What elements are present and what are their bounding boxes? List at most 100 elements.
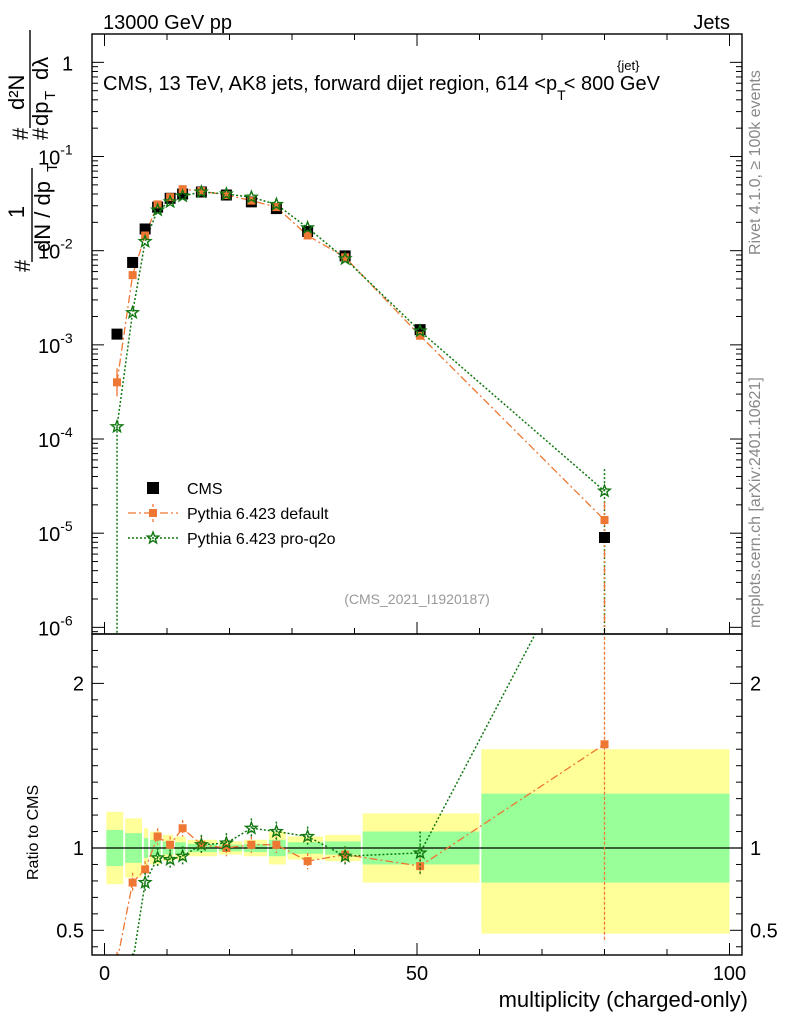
ratio-point-default [222,844,231,852]
data-point-proq2o [218,186,234,201]
ratio-point-default [166,840,175,849]
ratio-point-proq2o [111,990,122,1001]
data-point-proq2o [412,323,428,338]
ratio-point-default [141,865,150,874]
data-point-default [222,191,231,200]
ratio-point-default [178,824,187,833]
data-point-default [600,516,609,525]
ratio-point-proq2o [412,844,428,860]
y-tick-label-ratio: 0.5 [56,920,84,942]
ylabel-outer-num: 1 [4,206,29,218]
data-point-proq2o [109,418,125,434]
data-point-proq2o [596,483,613,498]
data-point-proq2o [299,219,316,235]
y-tick-label-ratio: 1 [73,838,84,860]
y-tick-label-ratio-right: 2 [750,673,761,695]
ratio-point-default [247,840,256,849]
data-point-cms [139,223,151,235]
ratio-point-proq2o [162,851,178,867]
ylabel-hash-den: # [28,127,53,140]
ratio-band-green [481,793,730,883]
plot-title: CMS, 13 TeV, AK8 jets, forward dijet reg… [103,73,661,103]
data-point-default [197,187,206,196]
y-tick-label-main: 10-5 [38,518,73,546]
y-tick-label-main: 10-6 [38,612,73,640]
ratio-point-proq2o [243,820,260,835]
header-right: Jets [693,12,730,34]
x-tick-label: 50 [406,963,428,985]
legend-marker-default [149,509,157,517]
data-point-proq2o [193,184,210,199]
legend-marker-cms [147,482,159,494]
ratio-point-default [303,857,312,866]
ratio-line-default [117,743,605,955]
ratio-point-proq2o [150,849,166,865]
data-point-proq2o [162,193,178,209]
ratio-point-proq2o [337,848,353,863]
legend-marker-proq2o [145,530,161,545]
ratio-point-proq2o [127,957,138,968]
ylabel-outer-den: dN / dp [30,181,55,252]
legend-label: Pythia 6.423 pro-q2o [187,531,336,548]
data-point-default [416,331,425,340]
data-point-proq2o [243,189,259,204]
ylabel-inner-num: d²N [4,75,29,110]
ylabel-inner-den-sub: T [42,91,59,100]
data-point-default [247,196,256,205]
analysis-id-watermark: (CMS_2021_I1920187) [344,591,490,607]
y-tick-label-ratio-right: 0.5 [750,920,778,942]
mcplots-label: mcplots.cern.ch [arXiv:2401.10621] [747,377,764,628]
x-tick-label: 0 [99,963,110,985]
y-tick-label-main: 10-4 [38,424,73,452]
data-point-default [341,253,350,262]
header-left: 13000 GeV pp [103,12,232,34]
data-point-default [303,231,312,240]
ratio-point-proq2o [137,874,153,889]
legend-label: Pythia 6.423 default [187,506,329,523]
y-tick-label-ratio-right: 1 [750,838,761,860]
legend: CMS Pythia 6.423 default Pythia 6.423 pro-… [128,481,336,548]
ylabel-prefix: # [10,259,35,272]
data-point-cms [414,324,426,336]
ylabel-inner-den-tail: dλ [28,57,53,80]
y-tick-label-main: 10-3 [38,330,73,358]
data-point-default [113,378,121,387]
ratio-point-proq2o [218,835,235,850]
y-tick-label-ratio: 2 [73,673,84,695]
ylabel-hash-num: # [8,127,33,140]
ratio-series-group [111,634,609,1001]
data-point-default [128,271,137,280]
plot-title-superscript: {jet} [617,58,640,73]
ratio-point-default [600,740,609,749]
data-point-proq2o [124,304,141,320]
y-axis-label-ratio: Ratio to CMS [25,785,42,880]
ratio-point-default [128,878,137,887]
ratio-point-default [416,862,425,871]
y-tick-label-main: 10-1 [38,142,73,170]
x-tick-label: 100 [713,963,746,985]
ratio-point-proq2o [174,848,191,863]
ratio-point-default [153,832,162,841]
data-point-proq2o [337,250,353,266]
y-axis-label-main: # 1 dN / dp T # # d²N dp T dλ [4,30,61,272]
ratio-point-default [272,840,281,849]
rivet-label: Rivet 4.1.0, ≥ 100k events [747,70,764,255]
ratio-point-proq2o [193,836,210,852]
ratio-line-proq2o [133,634,537,955]
legend-label: CMS [187,481,223,498]
ylabel-outer-den-sub: T [44,163,61,172]
ylabel-inner-den: dp [28,102,53,126]
data-point-proq2o [175,188,191,203]
ratio-point-proq2o [268,823,285,838]
data-point-proq2o [268,196,285,211]
ratio-point-proq2o [300,828,316,843]
ratio-point-default [113,958,121,966]
data-point-cms [302,225,314,237]
x-axis-label: multiplicity (charged-only) [499,987,748,1012]
series-line-default [116,188,605,521]
y-tick-label-main: 10-2 [38,236,73,264]
data-point-cms [177,188,189,200]
data-point-cms [111,328,123,340]
data-point-cms [127,256,139,268]
